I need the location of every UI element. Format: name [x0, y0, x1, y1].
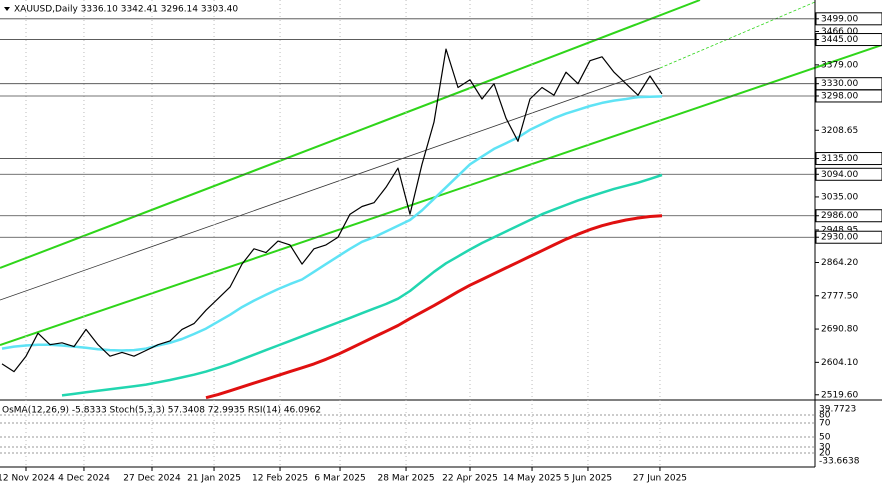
- y-tick-label: 3445.00: [821, 35, 858, 45]
- y-tick-label: 2986.00: [821, 211, 858, 221]
- series-line: [61, 173, 663, 397]
- y-tick-label: 2519.60: [821, 390, 858, 400]
- y-tick-label: 3499.00: [821, 14, 858, 24]
- y-tick-label: 2948.95: [821, 225, 858, 235]
- osc-axis-label: 50: [819, 433, 831, 443]
- y-tick-label: 2930.00: [821, 233, 858, 243]
- x-tick-label: 22 Apr 2025: [442, 474, 498, 484]
- y-tick-label: 2690.80: [821, 325, 858, 335]
- channel-lower: [0, 44, 882, 346]
- x-tick-label: 12 Feb 2025: [252, 474, 308, 484]
- osc-axis-label: -33.6638: [819, 457, 860, 467]
- osc-axis-label: 39.7723: [819, 405, 856, 415]
- series-line: [205, 214, 663, 400]
- x-tick-label: 6 Mar 2025: [314, 474, 365, 484]
- y-tick-label: 3035.00: [821, 192, 858, 202]
- chart-title: XAUUSD,Daily 3336.10 3342.41 3296.14 330…: [14, 5, 238, 15]
- x-tick-label: 27 Dec 2024: [123, 474, 181, 484]
- channel-mid: [0, 67, 661, 301]
- y-tick-label: 2777.50: [821, 291, 858, 301]
- x-tick-label: 4 Dec 2024: [58, 474, 110, 484]
- x-tick-label: 21 Jan 2025: [187, 474, 241, 484]
- x-tick-label: 12 Nov 2024: [0, 474, 55, 484]
- y-tick-label: 3379.00: [821, 60, 858, 70]
- y-tick-label: 2864.20: [821, 258, 858, 268]
- y-tick-label: 3208.65: [821, 126, 858, 136]
- x-tick-label: 14 May 2025: [503, 474, 562, 484]
- osc-axis-label: 80: [819, 411, 831, 421]
- channel-lines: [0, 0, 882, 346]
- y-tick-label: 3094.00: [821, 170, 858, 180]
- y-tick-label: 3135.00: [821, 154, 858, 164]
- channel-mid-ext: [659, 1, 816, 69]
- title-icon: [4, 7, 10, 11]
- y-tick-label: 2604.10: [821, 358, 858, 368]
- osc-axis-label: 20: [819, 449, 831, 459]
- y-tick-label: 3298.00: [821, 91, 858, 101]
- oscillator-label: OsMA(12,26,9) -5.8333 Stoch(5,3,3) 57.34…: [2, 406, 321, 416]
- osc-axis-label: 30: [819, 443, 831, 453]
- y-tick-label: 3330.00: [821, 79, 858, 89]
- osc-axis-label: 70: [819, 419, 831, 429]
- x-tick-label: 27 Jun 2025: [633, 474, 687, 484]
- series-line: [1, 48, 663, 373]
- y-tick-label: 3466.00: [821, 27, 858, 37]
- channel-upper: [0, 0, 701, 269]
- series-line: [1, 95, 663, 352]
- x-tick-label: 5 Jun 2025: [564, 474, 612, 484]
- x-tick-label: 28 Mar 2025: [378, 474, 435, 484]
